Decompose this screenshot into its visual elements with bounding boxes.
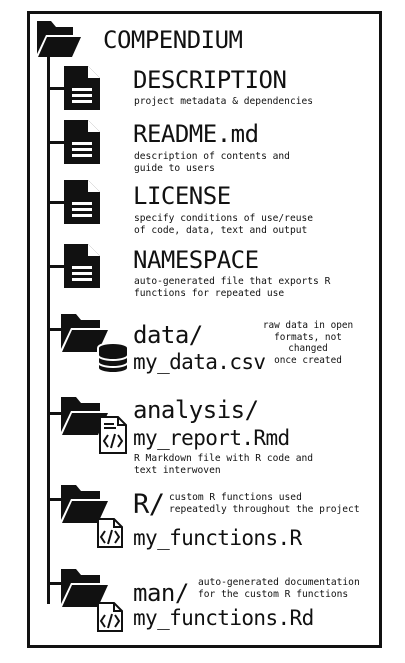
tree-branch: [47, 498, 65, 501]
tree-branch: [47, 582, 65, 585]
item-desc-data: raw data in open formats, not changed on…: [262, 320, 354, 366]
item-desc-man: auto-generated documentation for the cus…: [198, 577, 360, 600]
item-desc-analysis: R Markdown file with R code and text int…: [134, 453, 314, 476]
item-name-readme: README.md: [133, 120, 259, 148]
item-name-man: man/: [133, 579, 189, 607]
item-name-r: R/: [133, 489, 165, 520]
item-name-license: LICENSE: [133, 182, 231, 210]
tree-branch: [47, 141, 67, 144]
tree-branch: [47, 201, 67, 204]
folder-code-file-icon: [61, 397, 127, 454]
item-name-analysis: analysis/: [133, 396, 259, 424]
item-desc-r: custom R functions used repeatedly throu…: [169, 492, 360, 515]
item-name-description: DESCRIPTION: [133, 66, 287, 94]
diagram-frame: [27, 11, 382, 648]
item-desc-readme: description of contents and guide to use…: [134, 151, 290, 174]
file-icon: [64, 120, 100, 164]
folder-code-icon: [61, 485, 123, 548]
tree-branch: [47, 412, 65, 415]
tree-branch: [47, 87, 67, 90]
file-icon: [64, 66, 100, 110]
file-icon: [64, 244, 100, 288]
tree-branch: [47, 265, 67, 268]
item-desc-namespace: auto-generated file that exports R funct…: [134, 276, 331, 299]
item-desc-license: specify conditions of use/reuse of code,…: [134, 213, 314, 236]
folder-code-icon: [61, 569, 123, 632]
item-desc-description: project metadata & dependencies: [134, 96, 314, 107]
item-file-data: my_data.csv: [133, 350, 266, 374]
root-title: COMPENDIUM: [103, 26, 243, 54]
folder-database-icon: [61, 314, 129, 374]
item-file-man: my_functions.Rd: [133, 606, 314, 630]
folder-open-icon: [37, 21, 81, 57]
file-icon: [64, 180, 100, 224]
tree-branch: [47, 328, 65, 331]
item-file-analysis: my_report.Rmd: [133, 426, 290, 450]
item-file-r: my_functions.R: [133, 526, 302, 550]
item-name-data: data/: [133, 321, 203, 349]
item-name-namespace: NAMESPACE: [133, 246, 259, 274]
